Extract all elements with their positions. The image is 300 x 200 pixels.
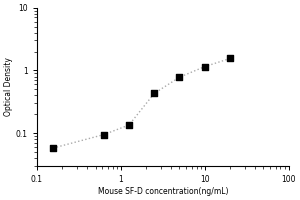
X-axis label: Mouse SF-D concentration(ng/mL): Mouse SF-D concentration(ng/mL) <box>98 187 228 196</box>
Point <box>127 123 131 127</box>
Point <box>101 133 106 136</box>
Point <box>152 92 157 95</box>
Point <box>228 57 232 60</box>
Point <box>202 65 207 68</box>
Point <box>51 146 56 150</box>
Y-axis label: Optical Density: Optical Density <box>4 57 13 116</box>
Point <box>177 76 182 79</box>
